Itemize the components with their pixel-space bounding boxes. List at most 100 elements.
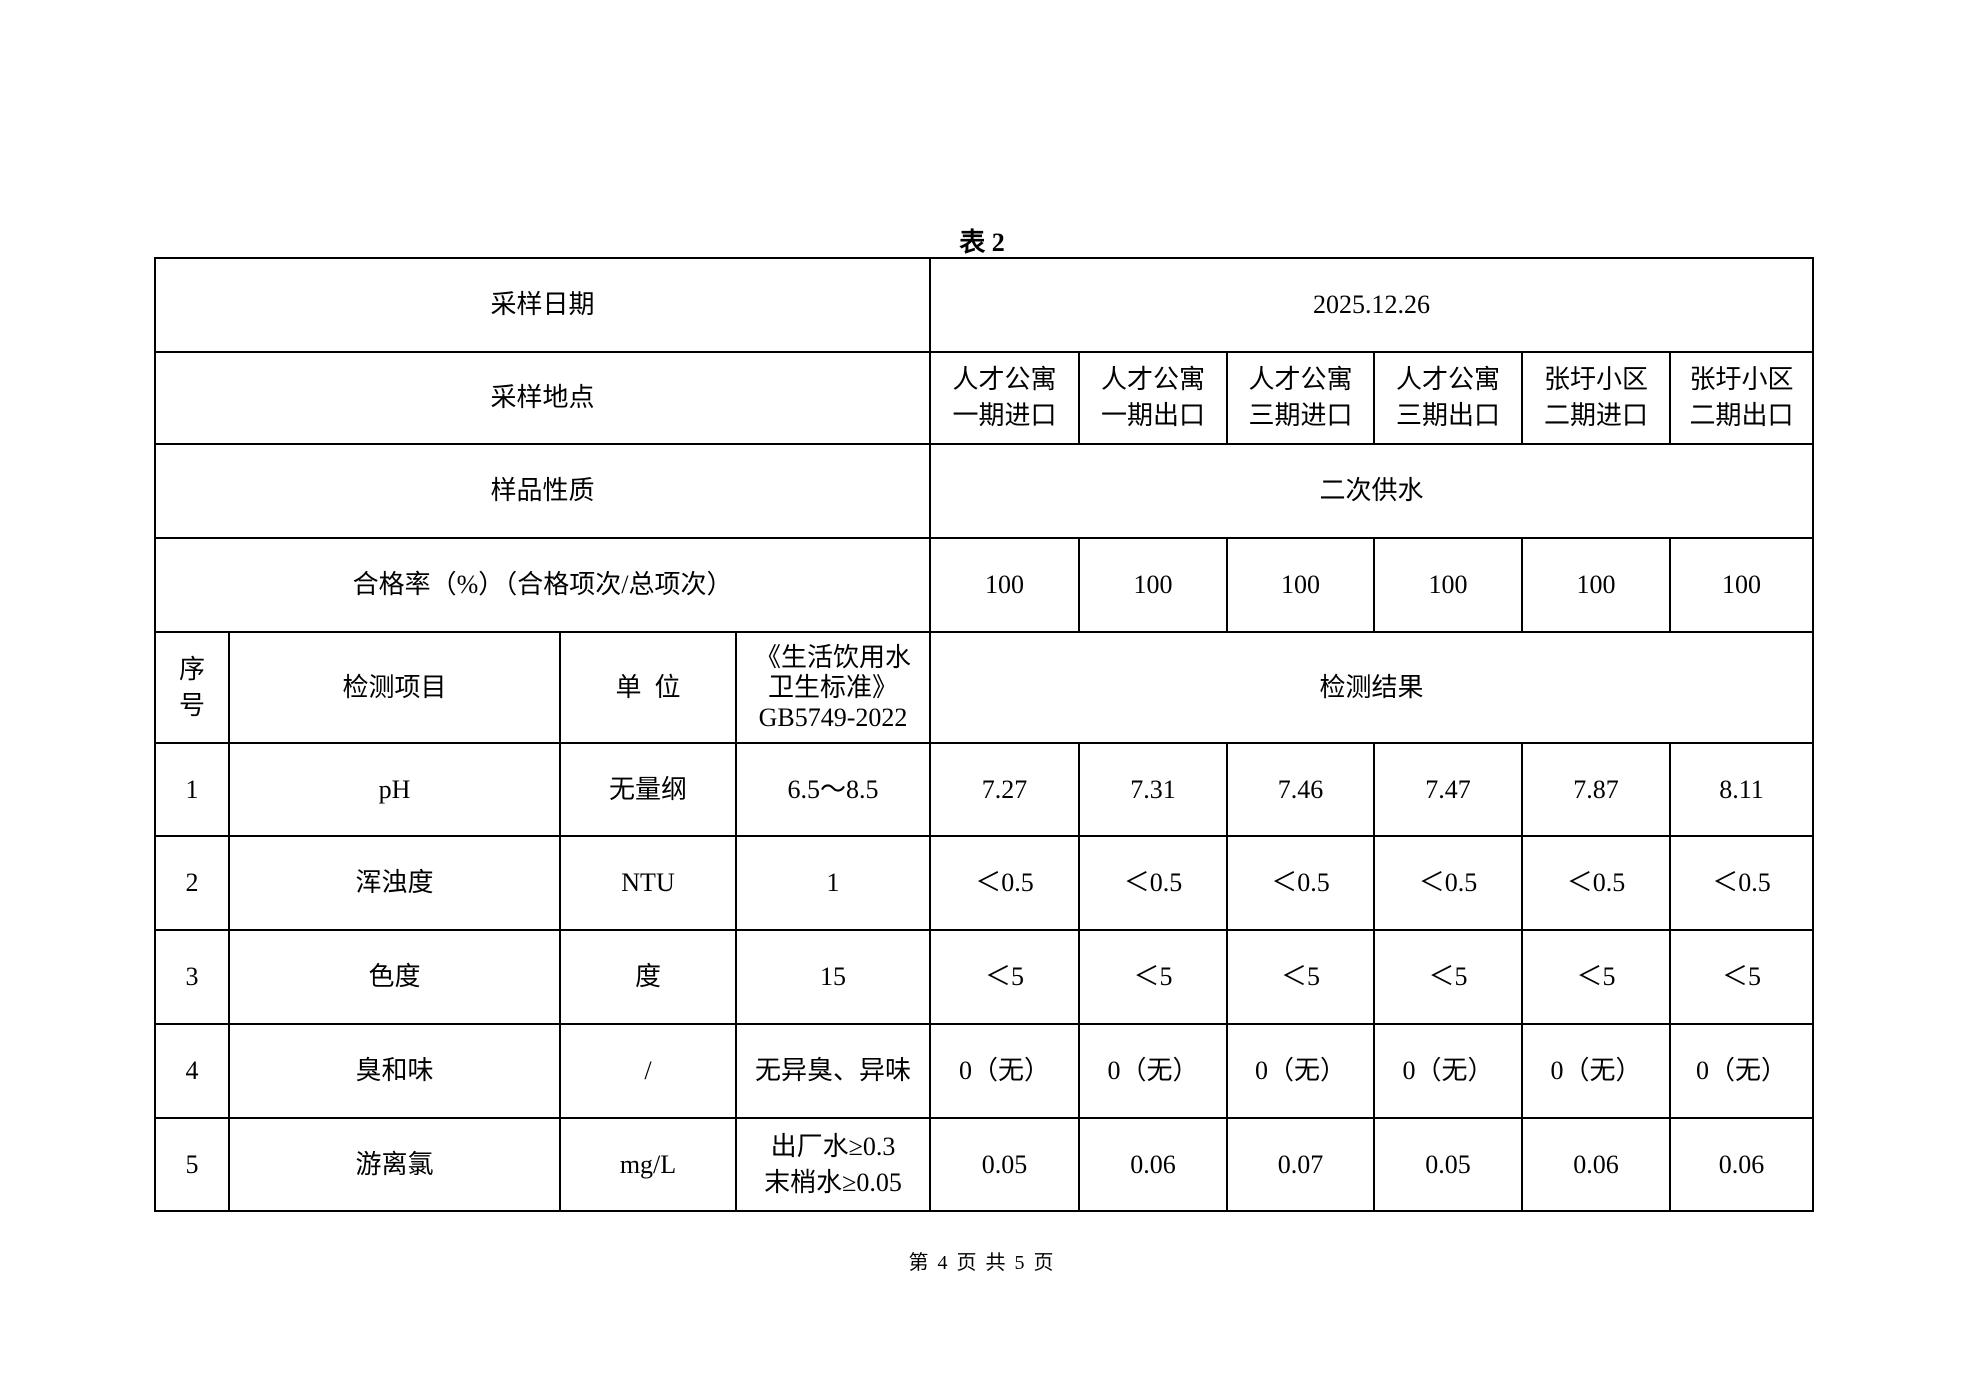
result-value: 7.27 [929,742,1081,837]
item-limit: 1 [734,835,932,931]
header-no: 序号 [154,631,230,744]
table-row: 4 臭和味 / 无异臭、异味 0（无） 0（无） 0（无） 0（无） 0（无） 0（无） [154,1023,1815,1119]
result-value: ＜5 [1669,929,1815,1025]
limit-line: 6.5～8.5 [787,774,879,804]
standard-line: 《生活饮用水 [755,642,912,672]
item-no: 4 [154,1023,230,1119]
result-value: 0（无） [1373,1023,1524,1119]
item-name: 游离氯 [228,1117,561,1212]
pass-rate-value: 100 [1521,537,1672,633]
standard-line: 卫生标准》 [768,672,899,702]
location-line: 人才公寓 [1396,365,1501,394]
header-standard: 《生活饮用水 卫生标准》 GB5749-2022 [734,631,932,744]
result-value: 0.05 [929,1117,1081,1212]
pass-rate-value: 100 [1226,537,1376,633]
result-value: 0（无） [1669,1023,1815,1119]
table-row: 5 游离氯 mg/L 出厂水≥0.3 末梢水≥0.05 0.05 0.06 0.07 0.05 0… [154,1117,1815,1212]
location-cell: 张圩小区 二期进口 [1521,351,1672,445]
item-no: 3 [154,929,230,1025]
item-unit: mg/L [559,1117,737,1212]
item-limit: 6.5～8.5 [734,742,932,837]
item-no: 2 [154,835,230,931]
result-value: 8.11 [1669,742,1815,837]
location-line: 一期出口 [1101,401,1206,430]
location-line: 张圩小区 [1689,365,1794,394]
table-row: 3 色度度 15 ＜5 ＜5 ＜5 ＜5 ＜5 ＜5 [154,929,1815,1025]
item-unit: 无量纲 [559,742,737,837]
location-line: 三期出口 [1396,401,1501,430]
sampling-location-row: 采样地点 人才公寓 一期进口 人才公寓 一期出口 人才公寓 三期进口 人才公寓 三期出口 张圩小… [153,351,1815,445]
result-value: ＜5 [1373,929,1524,1025]
location-line: 一期进口 [952,401,1057,430]
result-value: ＜0.5 [1373,835,1524,931]
item-unit: / [559,1023,737,1119]
result-value: 0（无） [1078,1023,1229,1119]
location-line: 人才公寓 [1248,365,1353,394]
result-value: 0.05 [1373,1117,1524,1212]
sample-nature-value: 二次供水 [929,443,1815,539]
location-line: 人才公寓 [1101,365,1206,394]
column-header-row: 序号 检测项目 单 位 《生活饮用水 卫生标准》 GB5749-2022 检测结果 [154,631,1815,744]
result-value: ＜0.5 [1669,835,1815,931]
location-line: 张圩小区 [1544,365,1649,394]
item-name: 色度 [228,929,561,1025]
pass-rate-value: 100 [1669,537,1815,633]
pass-rate-label: 合格率（%）（合格项次/总项次） [153,537,932,633]
limit-line: 无异臭、异味 [755,1056,912,1085]
header-unit: 单 位 [559,631,737,744]
sample-nature-row: 样品性质 二次供水 [153,443,1815,539]
sampling-date-value: 2025.12.26 [929,257,1815,353]
result-value: ＜5 [929,929,1081,1025]
limit-line: 15 [820,962,846,991]
result-value: 7.87 [1521,742,1672,837]
pass-rate-value: 100 [1373,537,1524,633]
limit-line: 1 [826,868,840,897]
location-cell: 人才公寓 一期进口 [929,351,1081,445]
item-limit: 15 [734,929,932,1025]
item-no: 5 [154,1117,230,1212]
header-no-line: 号 [178,690,205,720]
table-title: 表 2 [959,228,1005,257]
table-row: 1 pH 无量纲 6.5～8.5 7.27 7.31 7.46 7.47 7.87 8.11 [154,742,1815,837]
item-unit: 度 [559,929,737,1025]
result-value: 7.46 [1226,742,1376,837]
limit-line: 末梢水≥0.05 [764,1167,902,1197]
location-cell: 人才公寓 三期进口 [1226,351,1376,445]
item-name: pH [228,742,561,837]
header-item: 检测项目 [228,631,561,744]
item-no: 1 [154,742,230,837]
location-cell: 张圩小区 二期出口 [1669,351,1815,445]
result-value: 0.06 [1078,1117,1229,1212]
location-line: 三期进口 [1248,401,1353,430]
location-line: 人才公寓 [952,365,1057,394]
item-name: 浑浊度 [228,835,561,931]
item-limit: 出厂水≥0.3 末梢水≥0.05 [734,1117,932,1212]
location-cell: 人才公寓 三期出口 [1373,351,1524,445]
item-name: 臭和味 [228,1023,561,1119]
result-value: ＜0.5 [929,835,1081,931]
header-results: 检测结果 [929,631,1815,744]
result-value: ＜0.5 [1078,835,1229,931]
result-value: 0（无） [929,1023,1081,1119]
limit-line: 出厂水≥0.3 [770,1131,896,1161]
result-value: ＜5 [1226,929,1376,1025]
result-value: 0.07 [1226,1117,1376,1212]
location-line: 二期出口 [1689,401,1794,430]
result-value: ＜0.5 [1226,835,1376,931]
result-value: 0.06 [1669,1117,1815,1212]
location-cell: 人才公寓 一期出口 [1078,351,1229,445]
location-line: 二期进口 [1544,401,1649,430]
standard-line: GB5749-2022 [758,702,908,732]
page-footer: 第 4 页 共 5 页 [908,1252,1056,1274]
result-value: 7.47 [1373,742,1524,837]
sample-nature-label: 样品性质 [153,443,932,539]
result-value: 7.31 [1078,742,1229,837]
item-limit: 无异臭、异味 [734,1023,932,1119]
pass-rate-value: 100 [1078,537,1229,633]
result-value: 0（无） [1226,1023,1376,1119]
item-unit: NTU [559,835,737,931]
result-value: 0.06 [1521,1117,1672,1212]
result-value: ＜5 [1078,929,1229,1025]
pass-rate-value: 100 [929,537,1081,633]
sampling-date-label: 采样日期 [153,257,932,353]
